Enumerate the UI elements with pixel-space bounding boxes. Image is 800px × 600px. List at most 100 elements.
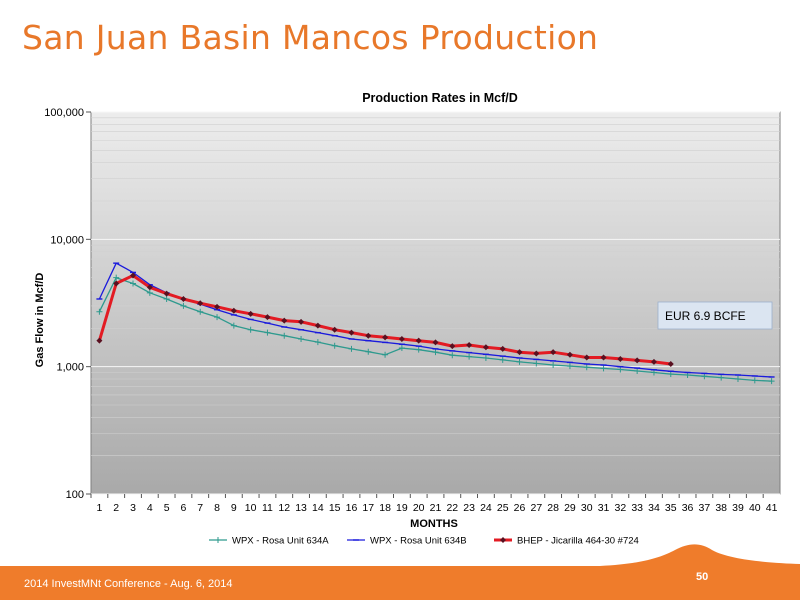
legend: WPX - Rosa Unit 634A WPX - Rosa Unit 634B…: [209, 536, 639, 547]
data-point: [113, 274, 120, 281]
x-tick-label: 36: [682, 502, 694, 514]
data-point: [650, 358, 657, 365]
data-point: [331, 326, 338, 333]
data-point: [634, 367, 641, 374]
data-point: [466, 353, 473, 360]
data-point: [230, 322, 237, 329]
data-point: [516, 349, 523, 356]
data-point: [163, 295, 170, 302]
data-point: [566, 363, 573, 370]
data-point: [348, 345, 355, 352]
data-point: [197, 308, 204, 315]
data-point: [499, 345, 506, 352]
data-point: [214, 303, 221, 310]
data-point: [500, 537, 506, 543]
data-point: [298, 318, 305, 325]
x-tick-label: 17: [362, 502, 374, 514]
y-tick-label: 10,000: [50, 234, 84, 246]
data-point: [768, 378, 775, 385]
y-tick-label: 1,000: [56, 362, 84, 374]
chart-title: Production Rates in Mcf/D: [362, 91, 518, 105]
data-point: [415, 337, 422, 344]
x-tick-label: 21: [430, 502, 442, 514]
data-point: [449, 343, 456, 350]
legend-label: BHEP - Jicarilla 464-30 #724: [517, 536, 639, 547]
data-point: [617, 355, 624, 362]
data-point: [314, 322, 321, 329]
x-tick-label: 15: [329, 502, 341, 514]
data-point: [146, 284, 153, 291]
data-point: [264, 314, 271, 321]
data-point: [281, 317, 288, 324]
data-point: [230, 307, 237, 314]
x-tick-label: 41: [766, 502, 778, 514]
data-point: [348, 329, 355, 336]
x-tick-label: 38: [715, 502, 727, 514]
x-tick-label: 32: [615, 502, 627, 514]
x-tick-label: 4: [147, 502, 153, 514]
production-chart: Production Rates in Mcf/D Gas Flow in Mc…: [34, 91, 781, 547]
x-tick-label: 18: [379, 502, 391, 514]
x-tick-label: 3: [130, 502, 136, 514]
x-tick-label: 25: [497, 502, 509, 514]
x-tick-label: 39: [732, 502, 744, 514]
data-point: [718, 374, 725, 381]
data-point: [180, 295, 187, 302]
data-point: [466, 341, 473, 348]
data-point: [482, 344, 489, 351]
x-axis-label: MONTHS: [410, 518, 458, 530]
x-tick-label: 8: [214, 502, 220, 514]
data-point: [583, 364, 590, 371]
data-point: [264, 329, 271, 336]
gridlines: [91, 111, 780, 495]
x-tick-label: 16: [346, 502, 358, 514]
legend-label: WPX - Rosa Unit 634B: [370, 536, 467, 547]
data-point: [600, 365, 607, 372]
data-point: [382, 351, 389, 358]
data-point: [432, 349, 439, 356]
data-point: [751, 377, 758, 384]
data-point: [130, 272, 137, 279]
x-tick-label: 29: [564, 502, 576, 514]
x-tick-label: 6: [181, 502, 187, 514]
annotation-box: [657, 301, 773, 330]
x-tick-label: 27: [530, 502, 542, 514]
x-tick-label: 37: [699, 502, 711, 514]
x-tick-label: 28: [547, 502, 559, 514]
data-point: [583, 354, 590, 361]
data-point: [96, 308, 103, 315]
x-tick-label: 40: [749, 502, 761, 514]
series-3: [96, 272, 674, 367]
data-point: [734, 376, 741, 383]
x-tick-label: 31: [598, 502, 610, 514]
data-point: [130, 280, 137, 287]
x-tick-label: 26: [514, 502, 526, 514]
x-tick-label: 33: [631, 502, 643, 514]
x-tick-label: 1: [96, 502, 102, 514]
data-point: [634, 357, 641, 364]
data-point: [314, 339, 321, 346]
x-tick-label: 14: [312, 502, 324, 514]
x-tick-label: 19: [396, 502, 408, 514]
data-point: [600, 354, 607, 361]
data-point: [365, 348, 372, 355]
slide-title: San Juan Basin Mancos Production: [22, 18, 599, 57]
data-point: [180, 302, 187, 309]
page-number: 50: [696, 571, 709, 583]
data-point: [197, 300, 204, 307]
x-tick-label: 35: [665, 502, 677, 514]
data-point: [215, 537, 221, 543]
data-point: [550, 362, 557, 369]
data-point: [617, 366, 624, 373]
x-tick-label: 11: [262, 502, 273, 514]
data-point: [96, 337, 103, 344]
footer-bar: 2014 InvestMNt Conference - Aug. 6, 2014…: [0, 544, 800, 600]
y-axis-label: Gas Flow in Mcf/D: [34, 273, 46, 368]
eur-annotation: EUR 6.9 BCFE: [657, 301, 773, 330]
data-point: [398, 345, 405, 352]
data-point: [449, 352, 456, 359]
annotation-text: EUR 6.9 BCFE: [665, 309, 746, 323]
data-point: [398, 335, 405, 342]
data-point: [566, 351, 573, 358]
data-point: [298, 335, 305, 342]
